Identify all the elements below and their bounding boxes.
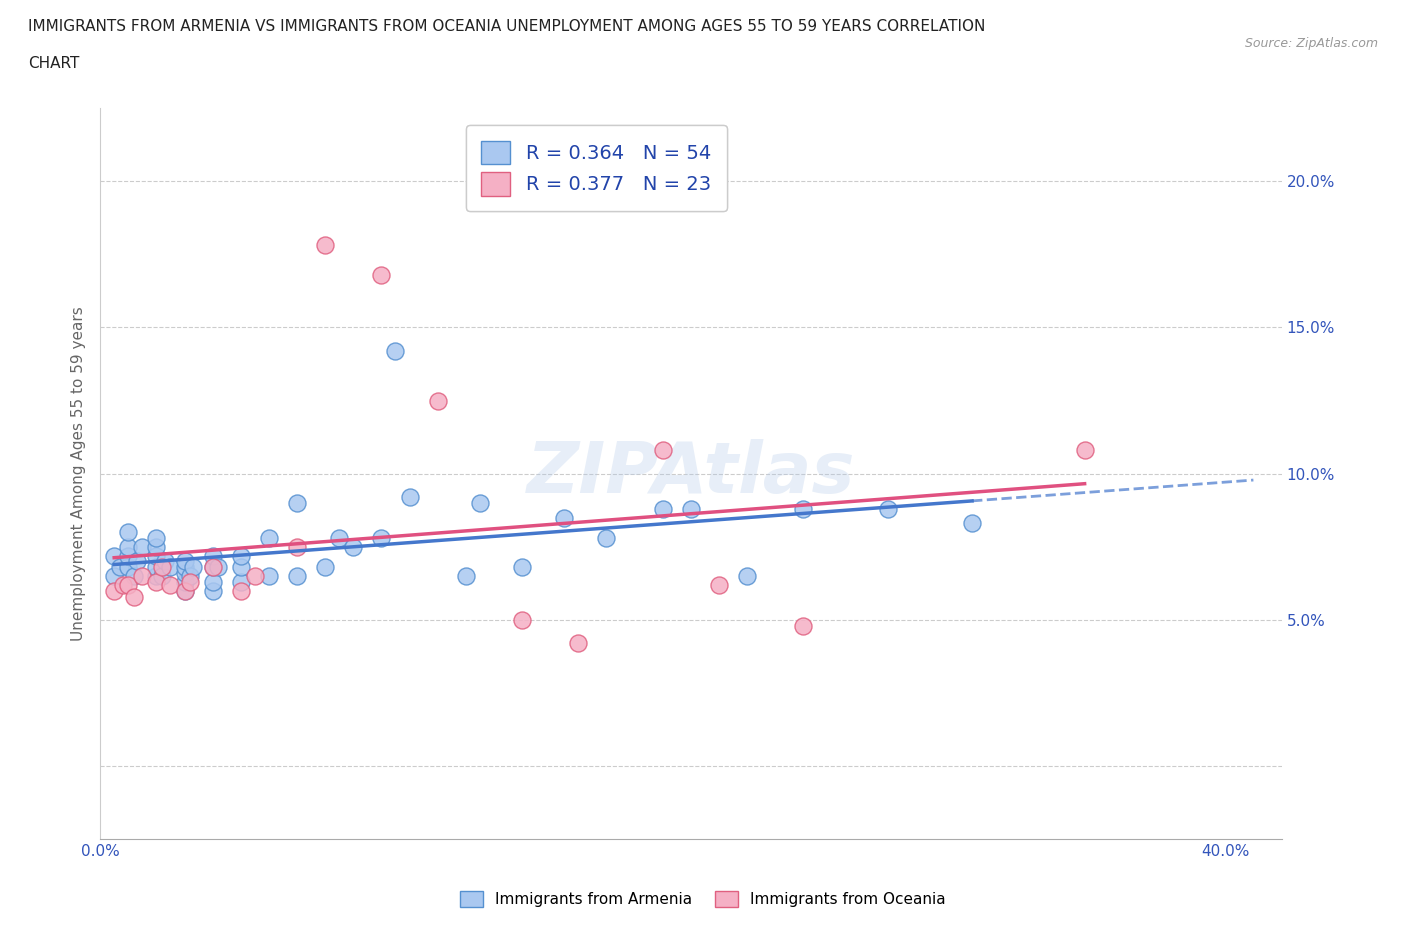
Point bbox=[285, 568, 308, 583]
Text: ZIPAtlas: ZIPAtlas bbox=[527, 439, 855, 508]
Point bbox=[1073, 443, 1095, 458]
Point bbox=[229, 560, 252, 575]
Point bbox=[131, 568, 153, 583]
Point bbox=[173, 583, 195, 598]
Point bbox=[679, 501, 702, 516]
Point bbox=[595, 531, 617, 546]
Point bbox=[108, 560, 131, 575]
Point bbox=[145, 531, 167, 546]
Point bbox=[384, 343, 406, 358]
Point bbox=[131, 539, 153, 554]
Text: IMMIGRANTS FROM ARMENIA VS IMMIGRANTS FROM OCEANIA UNEMPLOYMENT AMONG AGES 55 TO: IMMIGRANTS FROM ARMENIA VS IMMIGRANTS FR… bbox=[28, 19, 986, 33]
Point bbox=[207, 560, 229, 575]
Point bbox=[201, 560, 224, 575]
Point bbox=[117, 560, 139, 575]
Point bbox=[173, 565, 195, 580]
Point bbox=[201, 575, 224, 590]
Point bbox=[314, 560, 336, 575]
Point bbox=[370, 531, 392, 546]
Point bbox=[876, 501, 898, 516]
Point bbox=[398, 489, 420, 504]
Point bbox=[651, 443, 673, 458]
Point bbox=[145, 548, 167, 563]
Point bbox=[145, 560, 167, 575]
Text: Source: ZipAtlas.com: Source: ZipAtlas.com bbox=[1244, 37, 1378, 50]
Point bbox=[651, 501, 673, 516]
Point bbox=[153, 554, 176, 569]
Point bbox=[111, 578, 134, 592]
Point bbox=[103, 568, 125, 583]
Text: CHART: CHART bbox=[28, 56, 80, 71]
Point bbox=[201, 560, 224, 575]
Point bbox=[145, 568, 167, 583]
Point bbox=[257, 531, 280, 546]
Y-axis label: Unemployment Among Ages 55 to 59 years: Unemployment Among Ages 55 to 59 years bbox=[72, 306, 86, 641]
Point bbox=[179, 568, 201, 583]
Point bbox=[117, 539, 139, 554]
Point bbox=[243, 568, 266, 583]
Point bbox=[159, 560, 181, 575]
Point bbox=[328, 531, 350, 546]
Point bbox=[201, 583, 224, 598]
Point bbox=[567, 636, 589, 651]
Point bbox=[229, 575, 252, 590]
Point bbox=[122, 568, 145, 583]
Point bbox=[960, 516, 983, 531]
Point bbox=[454, 568, 477, 583]
Point bbox=[103, 583, 125, 598]
Point bbox=[173, 560, 195, 575]
Point bbox=[145, 575, 167, 590]
Point bbox=[117, 578, 139, 592]
Point bbox=[510, 613, 533, 628]
Point bbox=[173, 575, 195, 590]
Point bbox=[201, 548, 224, 563]
Point bbox=[707, 578, 730, 592]
Point bbox=[181, 560, 204, 575]
Point bbox=[122, 589, 145, 604]
Point bbox=[553, 511, 575, 525]
Point bbox=[103, 548, 125, 563]
Point bbox=[145, 539, 167, 554]
Point bbox=[229, 583, 252, 598]
Point bbox=[159, 578, 181, 592]
Point bbox=[257, 568, 280, 583]
Point bbox=[229, 548, 252, 563]
Point bbox=[468, 496, 491, 511]
Point bbox=[342, 539, 364, 554]
Point bbox=[179, 575, 201, 590]
Point bbox=[117, 525, 139, 539]
Legend: R = 0.364   N = 54, R = 0.377   N = 23: R = 0.364 N = 54, R = 0.377 N = 23 bbox=[465, 125, 727, 211]
Point bbox=[510, 560, 533, 575]
Legend: Immigrants from Armenia, Immigrants from Oceania: Immigrants from Armenia, Immigrants from… bbox=[454, 884, 952, 913]
Point bbox=[150, 560, 173, 575]
Point bbox=[735, 568, 758, 583]
Point bbox=[792, 618, 814, 633]
Point bbox=[792, 501, 814, 516]
Point bbox=[285, 539, 308, 554]
Point bbox=[117, 548, 139, 563]
Point bbox=[314, 238, 336, 253]
Point bbox=[370, 267, 392, 282]
Point bbox=[150, 568, 173, 583]
Point bbox=[173, 583, 195, 598]
Point bbox=[125, 554, 148, 569]
Point bbox=[173, 554, 195, 569]
Point bbox=[285, 496, 308, 511]
Point bbox=[426, 393, 449, 408]
